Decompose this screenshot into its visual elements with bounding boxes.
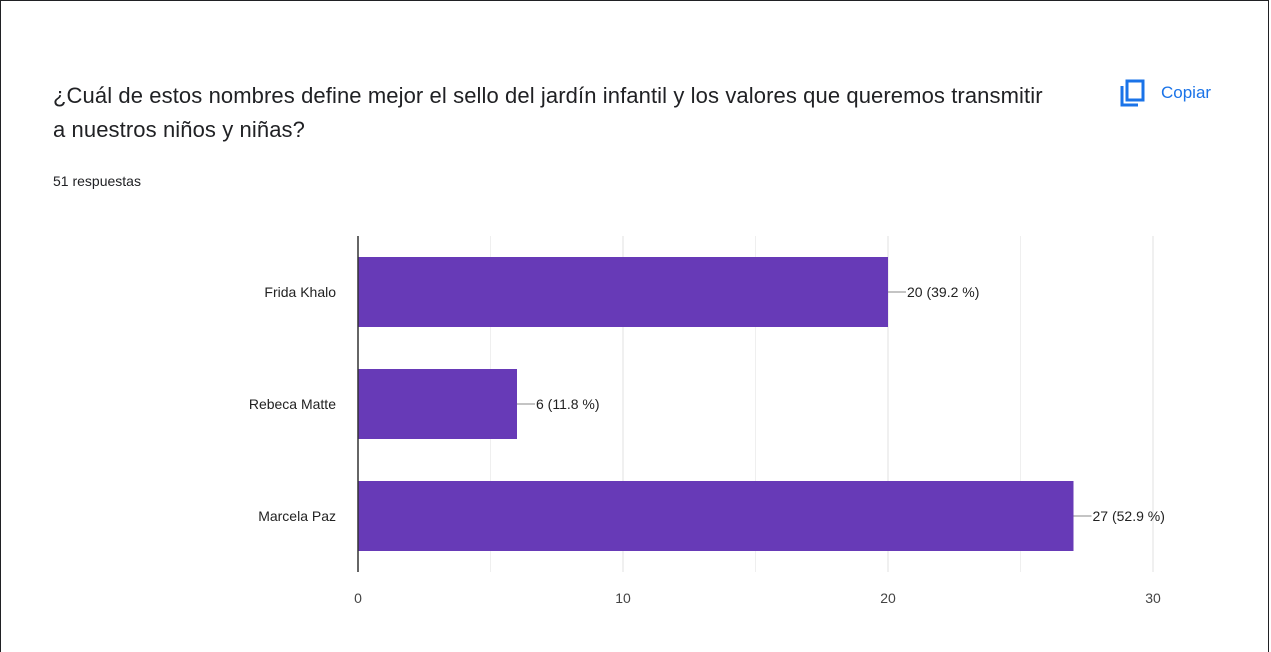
bar-frida-khalo	[358, 257, 888, 327]
x-tick-label: 20	[880, 590, 896, 606]
response-count: 51 respuestas	[53, 173, 141, 189]
bar-rebeca-matte	[358, 369, 517, 439]
data-label: 6 (11.8 %)	[536, 396, 600, 412]
copy-button[interactable]: Copiar	[1119, 75, 1211, 111]
category-label: Frida Khalo	[264, 284, 336, 300]
data-label: 27 (52.9 %)	[1093, 508, 1165, 524]
x-tick-label: 10	[615, 590, 631, 606]
copy-button-label: Copiar	[1161, 83, 1212, 102]
category-label: Marcela Paz	[258, 508, 336, 524]
x-tick-label: 30	[1145, 590, 1161, 606]
copy-icon	[1119, 78, 1147, 108]
category-label: Rebeca Matte	[249, 396, 336, 412]
question-title: ¿Cuál de estos nombres define mejor el s…	[53, 83, 1043, 142]
data-label: 20 (39.2 %)	[907, 284, 979, 300]
x-tick-label: 0	[354, 590, 362, 606]
bar-marcela-paz	[358, 481, 1074, 551]
